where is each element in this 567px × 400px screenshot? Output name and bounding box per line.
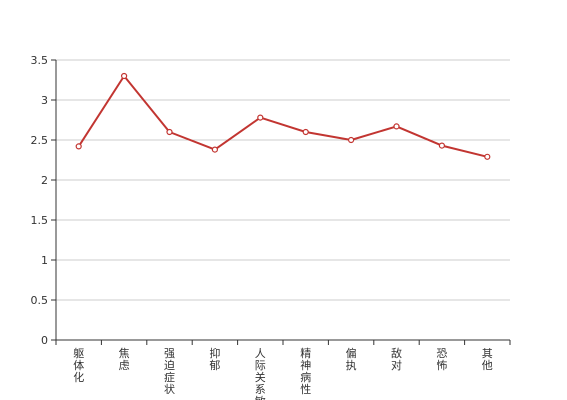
x-tick-label: 恐怖 bbox=[436, 347, 447, 372]
data-point[interactable] bbox=[211, 146, 218, 153]
x-tick-label: 人际关系敏感 bbox=[255, 347, 266, 400]
data-point[interactable] bbox=[166, 128, 173, 136]
data-point[interactable] bbox=[348, 136, 355, 144]
data-point[interactable] bbox=[75, 143, 82, 150]
y-tick-label: 3.5 bbox=[31, 54, 49, 67]
x-tick-label: 精神病性 bbox=[300, 347, 311, 396]
x-tick-label: 强迫症状 bbox=[164, 347, 175, 396]
axes bbox=[51, 59, 511, 345]
y-tick-labels: 0 0.5 1 1.5 2 2.5 3 3.5 bbox=[31, 54, 49, 347]
data-point[interactable] bbox=[484, 153, 491, 160]
x-tick-label: 抑郁 bbox=[209, 346, 220, 372]
x-tick-label: 偏执 bbox=[346, 346, 357, 372]
data-point[interactable] bbox=[393, 123, 400, 130]
y-tick-label: 3 bbox=[41, 94, 48, 107]
data-point[interactable] bbox=[302, 128, 309, 136]
y-tick-label: 2.5 bbox=[31, 134, 49, 147]
data-point[interactable] bbox=[120, 72, 128, 80]
y-tick-label: 1.5 bbox=[31, 214, 49, 227]
data-point[interactable] bbox=[438, 142, 445, 149]
x-tick-labels: 躯体化 焦虑 强迫症状 抑郁 人际关系敏感 精神病性 偏执 敌对 恐怖 其他 bbox=[73, 346, 493, 400]
y-tick-label: 1 bbox=[41, 254, 48, 267]
x-tick-label: 躯体化 bbox=[73, 347, 84, 384]
y-tick-label: 0 bbox=[41, 334, 48, 347]
y-tick-label: 0.5 bbox=[31, 294, 49, 307]
x-tick-label: 其他 bbox=[482, 347, 493, 372]
data-point[interactable] bbox=[257, 114, 264, 121]
y-tick-label: 2 bbox=[41, 174, 48, 187]
grid-lines bbox=[56, 59, 510, 301]
x-tick-label: 焦虑 bbox=[119, 347, 130, 372]
series-group bbox=[75, 72, 491, 160]
x-tick-label: 敌对 bbox=[391, 346, 402, 372]
series-line bbox=[77, 75, 488, 158]
